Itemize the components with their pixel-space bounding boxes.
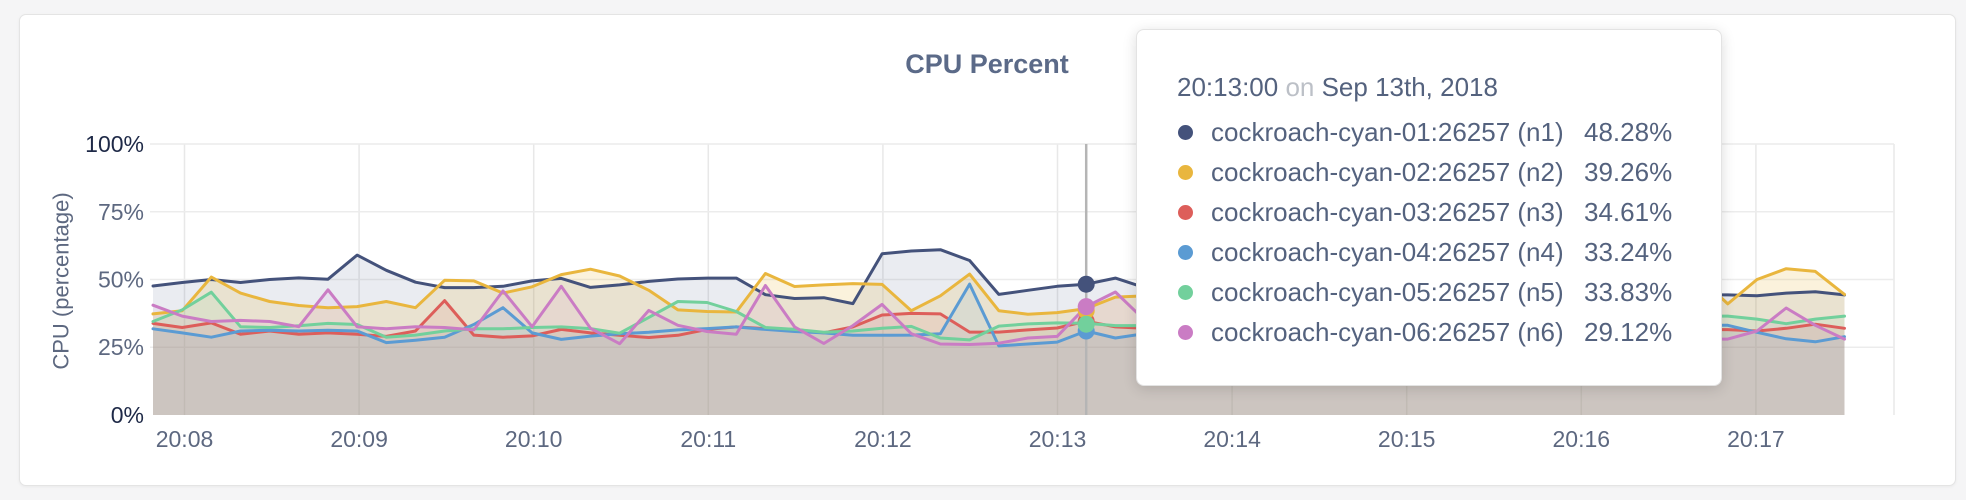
svg-text:75%: 75%	[98, 199, 144, 225]
svg-text:20:09: 20:09	[330, 426, 388, 452]
svg-text:100%: 100%	[85, 131, 144, 157]
svg-text:50%: 50%	[98, 267, 144, 293]
svg-text:20:14: 20:14	[1203, 426, 1261, 452]
svg-text:CPU (percentage): CPU (percentage)	[49, 192, 74, 369]
svg-text:25%: 25%	[98, 334, 144, 360]
svg-text:20:16: 20:16	[1553, 426, 1611, 452]
svg-text:20:12: 20:12	[854, 426, 912, 452]
svg-text:20:15: 20:15	[1378, 426, 1436, 452]
svg-text:0%: 0%	[111, 402, 144, 428]
svg-text:20:08: 20:08	[156, 426, 214, 452]
svg-text:20:10: 20:10	[505, 426, 563, 452]
svg-text:20:13: 20:13	[1029, 426, 1087, 452]
svg-text:20:17: 20:17	[1727, 426, 1785, 452]
svg-text:20:11: 20:11	[680, 426, 736, 452]
